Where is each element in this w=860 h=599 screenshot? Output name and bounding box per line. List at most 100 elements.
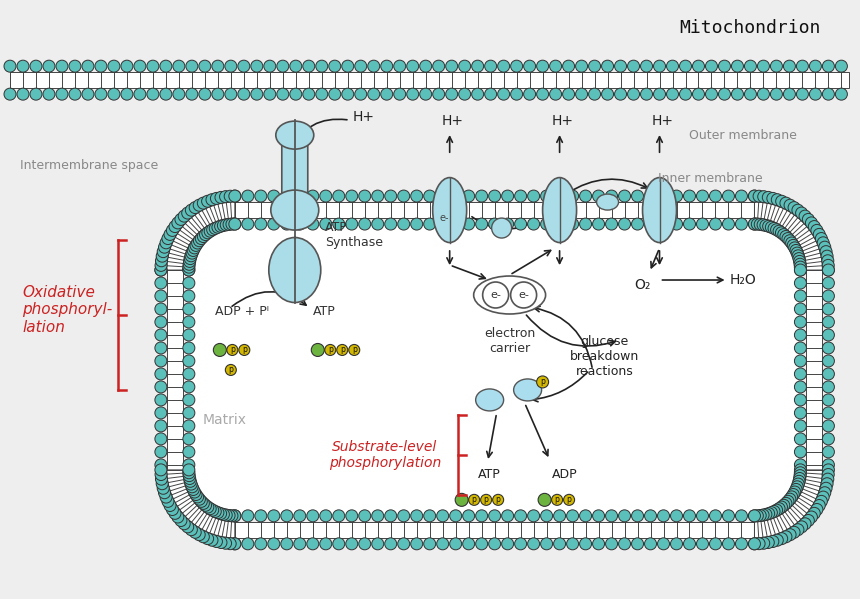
Circle shape <box>799 210 811 222</box>
Circle shape <box>644 510 656 522</box>
Circle shape <box>155 446 167 458</box>
Circle shape <box>528 510 539 522</box>
Circle shape <box>251 88 263 100</box>
Circle shape <box>229 538 241 550</box>
Circle shape <box>501 190 513 202</box>
Circle shape <box>194 199 206 211</box>
Circle shape <box>229 218 241 230</box>
Circle shape <box>155 407 167 419</box>
Circle shape <box>822 394 834 406</box>
Circle shape <box>671 190 683 202</box>
Ellipse shape <box>476 389 504 411</box>
Circle shape <box>710 510 722 522</box>
Circle shape <box>215 507 227 519</box>
Circle shape <box>290 60 302 72</box>
Circle shape <box>822 464 834 476</box>
Circle shape <box>628 88 640 100</box>
Circle shape <box>155 459 167 471</box>
Circle shape <box>183 407 195 419</box>
Ellipse shape <box>513 379 542 401</box>
Circle shape <box>492 218 512 238</box>
Ellipse shape <box>642 177 677 243</box>
Circle shape <box>771 193 783 205</box>
Text: ATP: ATP <box>313 305 335 318</box>
Circle shape <box>808 220 820 232</box>
Circle shape <box>192 237 204 249</box>
Circle shape <box>514 190 526 202</box>
Circle shape <box>160 60 172 72</box>
Circle shape <box>796 60 808 72</box>
Circle shape <box>822 303 834 315</box>
Circle shape <box>671 510 683 522</box>
Circle shape <box>349 344 359 355</box>
Circle shape <box>267 190 280 202</box>
Circle shape <box>255 510 267 522</box>
Circle shape <box>718 60 730 72</box>
Circle shape <box>183 264 195 276</box>
Circle shape <box>30 60 42 72</box>
Text: p: p <box>340 346 345 355</box>
Circle shape <box>229 190 241 202</box>
Circle shape <box>155 259 167 271</box>
Circle shape <box>783 493 796 505</box>
Circle shape <box>524 60 536 72</box>
Circle shape <box>788 202 800 214</box>
Circle shape <box>463 510 475 522</box>
Circle shape <box>822 316 834 328</box>
Circle shape <box>776 195 788 207</box>
Circle shape <box>184 473 196 485</box>
Circle shape <box>212 60 224 72</box>
Circle shape <box>311 343 324 356</box>
Circle shape <box>183 381 195 393</box>
Circle shape <box>255 538 267 550</box>
Circle shape <box>537 88 549 100</box>
Circle shape <box>175 213 187 225</box>
Circle shape <box>325 344 335 355</box>
Circle shape <box>792 250 804 262</box>
Circle shape <box>183 467 195 479</box>
Circle shape <box>281 538 292 550</box>
Circle shape <box>822 264 834 276</box>
Circle shape <box>528 538 539 550</box>
Circle shape <box>194 493 206 505</box>
Circle shape <box>316 60 328 72</box>
Circle shape <box>215 220 227 232</box>
Circle shape <box>684 218 696 230</box>
Circle shape <box>705 88 717 100</box>
Circle shape <box>372 190 384 202</box>
Circle shape <box>186 247 198 259</box>
Circle shape <box>183 316 195 328</box>
Circle shape <box>485 60 496 72</box>
Circle shape <box>514 538 526 550</box>
Circle shape <box>795 329 807 341</box>
Circle shape <box>156 473 168 485</box>
Circle shape <box>644 538 656 550</box>
Circle shape <box>407 88 419 100</box>
Circle shape <box>795 290 807 302</box>
Circle shape <box>160 88 172 100</box>
Circle shape <box>359 510 371 522</box>
Text: Outer membrane: Outer membrane <box>690 129 797 141</box>
Circle shape <box>821 478 833 490</box>
Circle shape <box>795 342 807 354</box>
Circle shape <box>186 88 198 100</box>
Circle shape <box>223 219 235 231</box>
Circle shape <box>791 481 803 493</box>
Circle shape <box>554 190 566 202</box>
Text: Substrate-level
phosphorylation: Substrate-level phosphorylation <box>329 440 441 470</box>
Circle shape <box>264 60 276 72</box>
Circle shape <box>554 538 566 550</box>
Circle shape <box>671 538 683 550</box>
Circle shape <box>748 538 760 550</box>
Polygon shape <box>754 470 822 538</box>
Circle shape <box>551 494 562 506</box>
Circle shape <box>30 88 42 100</box>
Circle shape <box>795 303 807 315</box>
Circle shape <box>172 511 184 523</box>
Circle shape <box>69 60 81 72</box>
Circle shape <box>753 190 765 202</box>
Circle shape <box>433 60 445 72</box>
Circle shape <box>789 242 801 254</box>
Ellipse shape <box>269 238 321 302</box>
Text: p: p <box>567 495 572 504</box>
